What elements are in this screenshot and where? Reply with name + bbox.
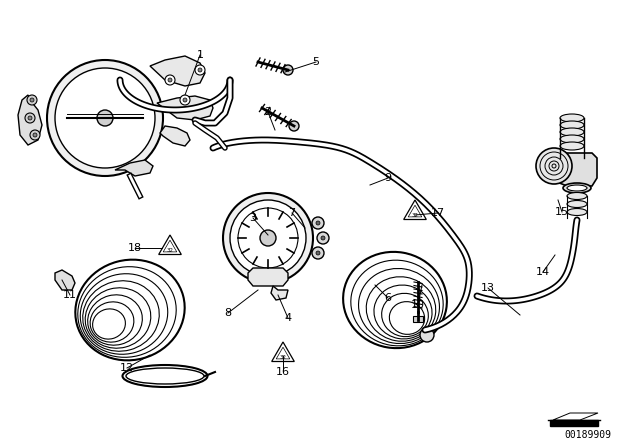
Circle shape [195, 65, 205, 75]
Text: 2: 2 [264, 107, 271, 117]
Ellipse shape [567, 201, 587, 207]
Ellipse shape [560, 121, 584, 129]
Circle shape [321, 236, 325, 240]
Text: 17: 17 [431, 208, 445, 218]
Circle shape [25, 113, 35, 123]
Circle shape [30, 98, 34, 102]
Circle shape [180, 95, 190, 105]
Text: 7: 7 [289, 208, 296, 218]
Circle shape [165, 75, 175, 85]
Text: 15: 15 [555, 207, 569, 217]
Polygon shape [157, 96, 213, 120]
Ellipse shape [567, 185, 587, 191]
Text: 8: 8 [225, 308, 232, 318]
Text: 13: 13 [481, 283, 495, 293]
Polygon shape [550, 420, 598, 426]
Circle shape [33, 133, 37, 137]
Text: 6: 6 [385, 293, 392, 303]
Circle shape [28, 116, 32, 120]
Text: 18: 18 [128, 243, 142, 253]
Text: 11: 11 [63, 290, 77, 300]
Text: 3: 3 [250, 213, 257, 223]
Polygon shape [55, 270, 75, 290]
Text: 12: 12 [120, 363, 134, 373]
Circle shape [289, 121, 299, 131]
Polygon shape [150, 56, 205, 86]
Circle shape [183, 98, 187, 102]
Polygon shape [18, 95, 42, 145]
Circle shape [260, 230, 276, 246]
Text: 9: 9 [385, 173, 392, 183]
Circle shape [97, 110, 113, 126]
Polygon shape [248, 268, 288, 286]
Circle shape [47, 60, 163, 176]
Text: 5: 5 [312, 57, 319, 67]
Text: 16: 16 [276, 367, 290, 377]
Circle shape [27, 95, 37, 105]
Circle shape [312, 247, 324, 259]
Circle shape [316, 221, 320, 225]
Ellipse shape [560, 142, 584, 150]
Ellipse shape [567, 193, 587, 199]
Text: 14: 14 [536, 267, 550, 277]
Polygon shape [547, 153, 597, 186]
Text: 1: 1 [196, 50, 204, 60]
Circle shape [230, 200, 306, 276]
Circle shape [198, 68, 202, 72]
Circle shape [312, 217, 324, 229]
Text: 10: 10 [411, 300, 425, 310]
Circle shape [223, 193, 313, 283]
Polygon shape [160, 126, 190, 146]
Circle shape [317, 232, 329, 244]
Text: 32: 32 [166, 247, 173, 253]
Ellipse shape [563, 183, 591, 193]
Text: 00189909: 00189909 [564, 430, 611, 440]
Ellipse shape [560, 135, 584, 143]
Circle shape [283, 65, 293, 75]
Text: 32: 32 [280, 354, 287, 359]
Ellipse shape [560, 114, 584, 122]
Circle shape [30, 130, 40, 140]
Text: 4: 4 [284, 313, 292, 323]
Polygon shape [553, 413, 598, 420]
Polygon shape [271, 286, 288, 300]
Ellipse shape [560, 128, 584, 136]
Circle shape [536, 148, 572, 184]
Circle shape [168, 78, 172, 82]
Ellipse shape [567, 208, 587, 215]
Circle shape [55, 68, 155, 168]
Text: 32: 32 [412, 212, 419, 217]
Polygon shape [115, 160, 153, 176]
Circle shape [420, 328, 434, 342]
Circle shape [316, 251, 320, 255]
Bar [413, 316, 423, 322]
